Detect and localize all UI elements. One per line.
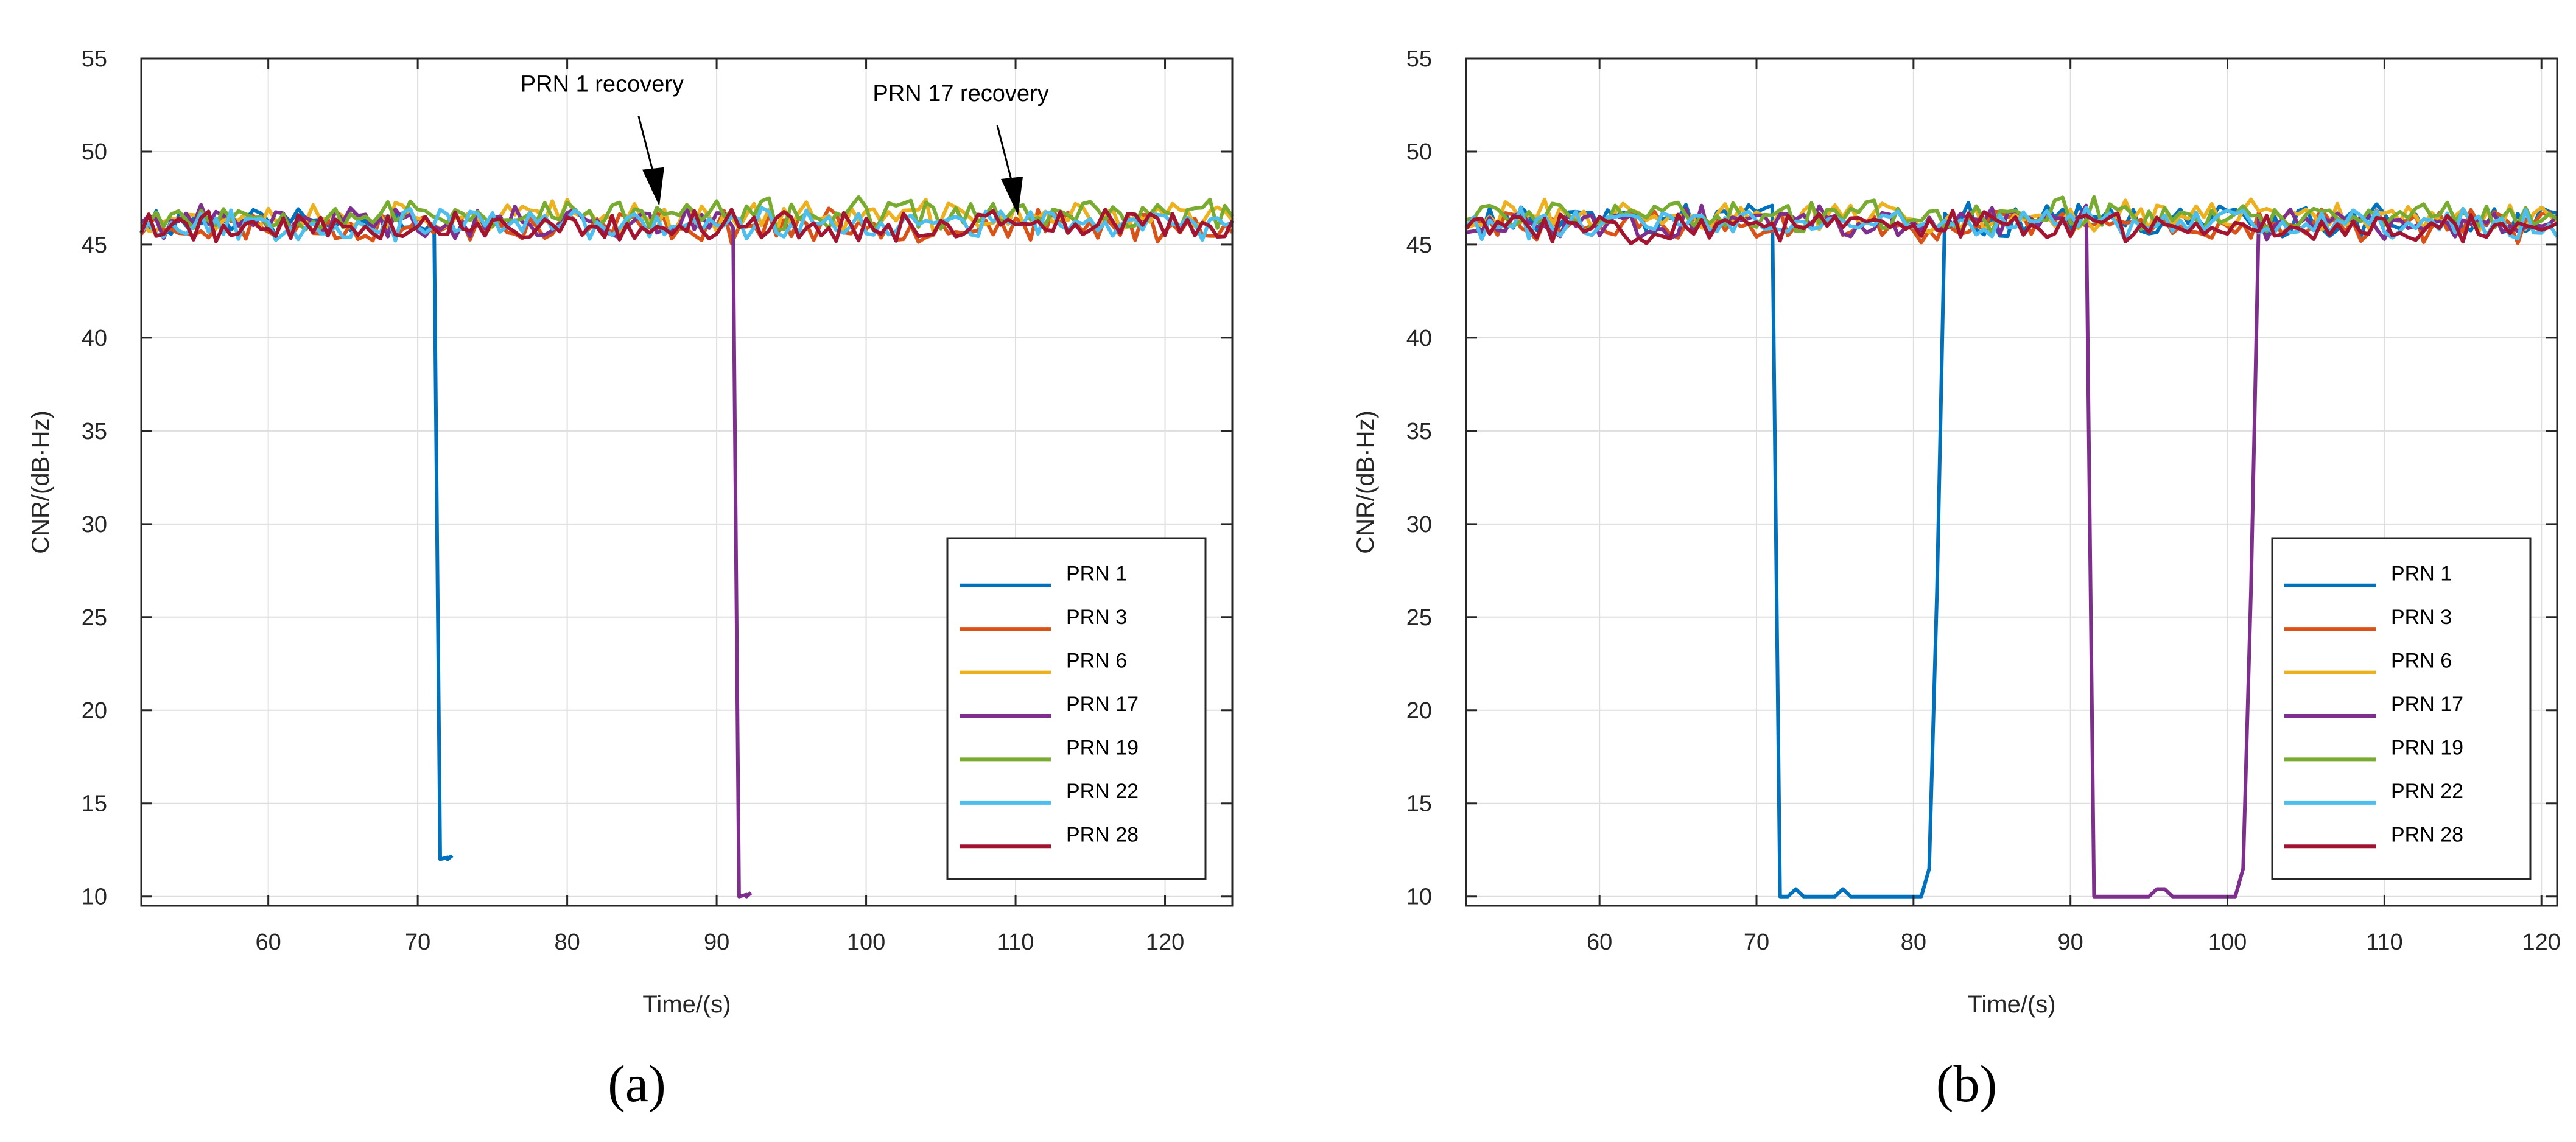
a-ytick-label-3: 25 [82, 605, 107, 631]
b-legend-label-4: PRN 19 [2391, 736, 2463, 759]
b-legend-label-5: PRN 22 [2391, 780, 2463, 803]
a-legend-label-3: PRN 17 [1066, 693, 1139, 716]
a-ytick-label-8: 50 [82, 139, 107, 165]
b-xlabel: Time/(s) [1967, 991, 2055, 1018]
b-ytick-label-3: 25 [1406, 605, 1432, 631]
a-series-prn-22 [139, 206, 1233, 243]
a-legend-label-2: PRN 6 [1066, 650, 1127, 673]
a-legend-label-6: PRN 28 [1066, 823, 1139, 846]
b-legend-label-3: PRN 17 [2391, 693, 2463, 716]
a-xtick-label-4: 100 [847, 930, 885, 955]
a-legend-label-0: PRN 1 [1066, 562, 1127, 586]
a-xtick-label-6: 120 [1146, 930, 1184, 955]
caption-a: (a) [608, 1054, 666, 1113]
a-xtick-label-5: 110 [997, 930, 1034, 955]
b-series-prn-22 [1464, 205, 2559, 242]
a-annotation-0: PRN 1 recovery [521, 72, 684, 97]
b-ytick-label-6: 40 [1406, 326, 1432, 351]
a-ytick-label-9: 55 [82, 46, 107, 72]
b-xtick-label-3: 90 [2058, 930, 2083, 955]
b-xtick-label-6: 120 [2522, 930, 2561, 955]
chart-a: 60 70 80 90 100 110 120 10 15 20 25 30 35 40 45 50 55 Tim… [27, 46, 1234, 1018]
a-ytick-label-0: 10 [82, 885, 107, 910]
a-ytick-label-1: 15 [82, 791, 107, 817]
a-ytick-label-6: 40 [82, 326, 107, 351]
a-annotation-arrow-head-1 [1001, 177, 1023, 216]
b-legend-label-6: PRN 28 [2391, 823, 2463, 846]
a-xtick-label-0: 60 [256, 930, 281, 955]
b-ytick-label-7: 45 [1406, 233, 1432, 258]
b-ytick-label-2: 20 [1406, 698, 1432, 724]
b-legend-label-1: PRN 3 [2391, 606, 2452, 629]
b-ytick-label-0: 10 [1406, 885, 1432, 910]
chart-panel-b: 60 70 80 90 100 110 120 10 15 20 25 30 35 40 45 50 55 Tim… [1325, 0, 2576, 1139]
b-ytick-label-5: 35 [1406, 419, 1432, 444]
a-axes-box [140, 57, 1234, 907]
b-legend-box [2271, 537, 2532, 880]
b-series-prn-28 [1464, 209, 2558, 245]
a-ytick-label-5: 35 [82, 419, 107, 444]
a-ylabel: CNR/(dB·Hz) [27, 410, 54, 554]
chart-b: 60 70 80 90 100 110 120 10 15 20 25 30 35 40 45 50 55 Tim… [1352, 46, 2561, 1018]
a-annotation-arrow-head-0 [642, 167, 664, 206]
b-axes-box [1465, 57, 2558, 907]
b-xtick-label-1: 70 [1744, 930, 1769, 955]
a-xlabel: Time/(s) [642, 991, 731, 1018]
b-legend-label-2: PRN 6 [2391, 650, 2452, 673]
b-ylabel: CNR/(dB·Hz) [1352, 410, 1379, 554]
b-xtick-label-5: 110 [2366, 930, 2403, 955]
b-legend-label-0: PRN 1 [2391, 562, 2452, 586]
a-xtick-label-1: 70 [405, 930, 430, 955]
a-legend-label-4: PRN 19 [1066, 736, 1139, 759]
b-ytick-label-8: 50 [1406, 139, 1432, 165]
b-ytick-label-4: 30 [1406, 512, 1432, 538]
a-legend-label-5: PRN 22 [1066, 780, 1139, 803]
b-ytick-label-1: 15 [1406, 791, 1432, 817]
b-ytick-label-9: 55 [1406, 46, 1432, 72]
a-ytick-label-7: 45 [82, 233, 107, 258]
b-xtick-label-2: 80 [1901, 930, 1926, 955]
a-annotation-1: PRN 17 recovery [872, 81, 1048, 107]
a-legend-box [946, 537, 1207, 880]
a-ytick-label-4: 30 [82, 512, 107, 538]
a-legend-label-1: PRN 3 [1066, 606, 1127, 629]
chart-panel-a: 60 70 80 90 100 110 120 10 15 20 25 30 35 40 45 50 55 Tim… [0, 0, 1288, 1139]
a-series-prn-28 [139, 208, 1234, 243]
a-ytick-label-2: 20 [82, 698, 107, 724]
caption-b: (b) [1936, 1054, 1998, 1113]
b-xtick-label-4: 100 [2208, 930, 2247, 955]
a-xtick-label-2: 80 [554, 930, 580, 955]
b-xtick-label-0: 60 [1587, 930, 1612, 955]
a-xtick-label-3: 90 [704, 930, 729, 955]
